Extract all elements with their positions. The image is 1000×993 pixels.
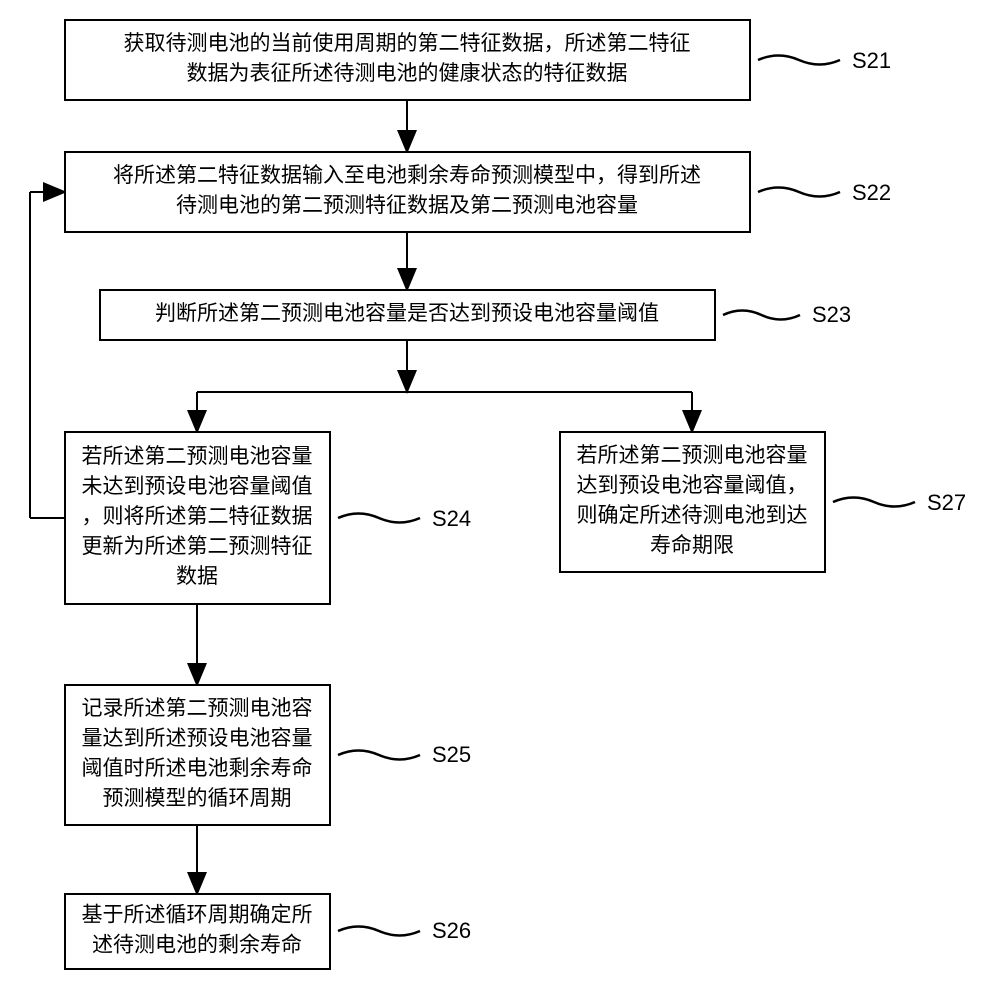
flowchart: 获取待测电池的当前使用周期的第二特征数据，所述第二特征数据为表征所述待测电池的健… [0, 0, 1000, 993]
box-s21-line-0: 获取待测电池的当前使用周期的第二特征数据，所述第二特征 [124, 31, 691, 55]
box-s25: 记录所述第二预测电池容量达到所述预设电池容量阈值时所述电池剩余寿命预测模型的循环… [65, 685, 330, 825]
box-s22-line-1: 待测电池的第二预测特征数据及第二预测电池容量 [176, 193, 638, 217]
box-s24-line-2: ，则将所述第二特征数据 [82, 504, 313, 528]
wavy-s26 [338, 927, 420, 936]
step-label-s25: S25 [432, 742, 471, 767]
box-s27: 若所述第二预测电池容量达到预设电池容量阈值， 则确定所述待测电池到达寿命期限 [560, 432, 825, 572]
box-s27-line-0: 若所述第二预测电池容量 [577, 443, 808, 467]
box-s26: 基于所述循环周期确定所述待测电池的剩余寿命 [65, 894, 330, 969]
box-s24-line-3: 更新为所述第二预测特征 [82, 534, 313, 558]
wavy-s21 [758, 56, 840, 65]
box-s26-line-1: 述待测电池的剩余寿命 [92, 932, 302, 956]
box-s23: 判断所述第二预测电池容量是否达到预设电池容量阈值 [100, 290, 715, 340]
box-s22-line-0: 将所述第二特征数据输入至电池剩余寿命预测模型中，得到所述 [113, 163, 701, 187]
box-s25-line-0: 记录所述第二预测电池容 [82, 696, 313, 720]
step-label-s27: S27 [927, 490, 966, 515]
step-label-s26: S26 [432, 918, 471, 943]
wavy-s27 [833, 498, 915, 507]
box-s26-line-0: 基于所述循环周期确定所 [82, 902, 313, 926]
step-label-s24: S24 [432, 506, 471, 531]
box-s24-line-0: 若所述第二预测电池容量 [82, 444, 313, 468]
box-s21-line-1: 数据为表征所述待测电池的健康状态的特征数据 [187, 61, 628, 85]
box-s24-line-1: 未达到预设电池容量阈值 [82, 474, 313, 498]
box-s24-line-4: 数据 [176, 564, 218, 588]
step-label-s22: S22 [852, 180, 891, 205]
wavy-s23 [723, 311, 800, 320]
box-s27-line-1: 达到预设电池容量阈值， [577, 473, 808, 497]
wavy-s22 [758, 188, 840, 197]
box-s25-line-1: 量达到所述预设电池容量 [82, 726, 313, 750]
box-s25-line-2: 阈值时所述电池剩余寿命 [82, 756, 313, 780]
step-label-s23: S23 [812, 302, 851, 327]
box-s24: 若所述第二预测电池容量未达到预设电池容量阈值 ，则将所述第二特征数据更新为所述第二… [65, 432, 330, 604]
box-s23-line-0: 判断所述第二预测电池容量是否达到预设电池容量阈值 [155, 301, 659, 325]
box-s21: 获取待测电池的当前使用周期的第二特征数据，所述第二特征数据为表征所述待测电池的健… [65, 20, 750, 100]
box-s27-line-3: 寿命期限 [650, 533, 734, 557]
box-s22: 将所述第二特征数据输入至电池剩余寿命预测模型中，得到所述待测电池的第二预测特征数… [65, 152, 750, 232]
wavy-s24 [338, 514, 420, 523]
box-s25-line-3: 预测模型的循环周期 [103, 786, 292, 810]
wavy-s25 [338, 751, 420, 760]
box-s27-line-2: 则确定所述待测电池到达 [577, 503, 808, 527]
step-label-s21: S21 [852, 48, 891, 73]
